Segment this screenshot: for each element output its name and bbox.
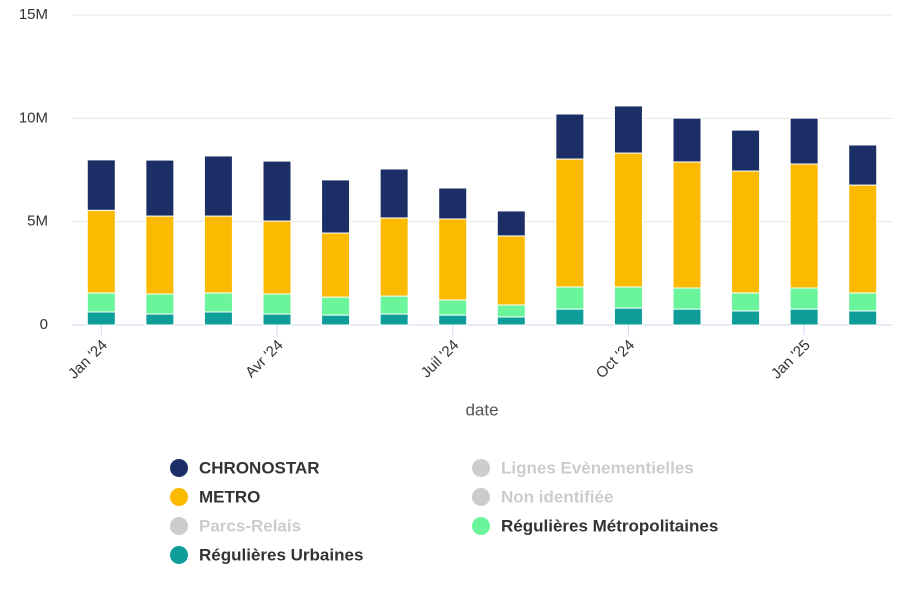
- bar-segment: [145, 313, 175, 326]
- legend-marker: [170, 488, 188, 506]
- x-axis-title: date: [465, 400, 498, 419]
- bar-segment: [321, 314, 351, 326]
- bar-segment: [262, 160, 292, 222]
- legend-label: Non identifiée: [501, 487, 613, 506]
- bar-segment: [613, 307, 643, 326]
- bar-segment: [321, 179, 351, 234]
- bar-segment: [731, 292, 761, 312]
- bar-segment: [555, 113, 585, 160]
- bar-segment: [379, 295, 409, 315]
- bar-segment: [731, 170, 761, 294]
- x-tick-label: Jan '25: [768, 337, 814, 383]
- x-tick-label: Oct '24: [593, 337, 638, 382]
- bar-segment: [86, 292, 116, 313]
- bar-segment: [145, 215, 175, 295]
- bar-segment: [496, 210, 526, 237]
- bar-segment: [848, 310, 878, 326]
- bar-segment: [672, 161, 702, 289]
- bar-segment: [379, 313, 409, 326]
- bar-segment: [848, 144, 878, 186]
- legend-marker: [472, 517, 490, 535]
- x-tick-label: Juil '24: [418, 337, 463, 382]
- bar-segment: [731, 310, 761, 326]
- bar-segment: [555, 286, 585, 310]
- bar-segment: [555, 308, 585, 326]
- y-tick-label: 0: [40, 316, 48, 333]
- bar-segment: [379, 217, 409, 297]
- legend-label: CHRONOSTAR: [199, 458, 320, 477]
- bar-segment: [203, 292, 233, 313]
- bar-segment: [672, 117, 702, 163]
- bar-segment: [438, 314, 468, 326]
- legend-label: Régulières Urbaines: [199, 545, 363, 564]
- bar-segment: [672, 308, 702, 326]
- bar-segment: [496, 316, 526, 326]
- bar-segment: [848, 184, 878, 294]
- legend-label: Lignes Evènementielles: [501, 458, 694, 477]
- bar-segment: [86, 311, 116, 326]
- legend-marker: [170, 517, 188, 535]
- legend-marker: [170, 459, 188, 477]
- bar-segment: [86, 209, 116, 294]
- bar-segment: [789, 163, 819, 289]
- x-tick-label: Jan '24: [65, 337, 111, 383]
- bar-segment: [203, 155, 233, 217]
- bar-segment: [848, 292, 878, 312]
- legend-label: Régulières Métropolitaines: [501, 516, 718, 535]
- bar-segment: [438, 187, 468, 220]
- legend-marker: [472, 459, 490, 477]
- bar-segment: [789, 117, 819, 165]
- bar-segment: [438, 299, 468, 316]
- bar-segment: [262, 293, 292, 315]
- bar-segment: [86, 159, 116, 211]
- bar-segment: [203, 215, 233, 294]
- x-tick-label: Avr '24: [242, 337, 287, 382]
- bar-segment: [203, 311, 233, 326]
- bar-segment: [496, 304, 526, 318]
- bar-segment: [555, 158, 585, 288]
- bar-segment: [613, 152, 643, 288]
- bar-segment: [613, 286, 643, 309]
- bar-segment: [789, 287, 819, 310]
- bar-segment: [145, 293, 175, 315]
- bar-segment: [145, 159, 175, 217]
- bar-segment: [789, 308, 819, 326]
- bar-segment: [438, 218, 468, 301]
- bar-segment: [262, 313, 292, 326]
- bar-segment: [262, 220, 292, 295]
- bar-segment: [496, 235, 526, 306]
- y-tick-label: 5M: [27, 213, 48, 230]
- bar-segment: [613, 105, 643, 154]
- y-tick-label: 10M: [19, 109, 48, 126]
- bar-segment: [321, 296, 351, 316]
- legend-marker: [170, 546, 188, 564]
- bar-segment: [731, 129, 761, 172]
- bar-segment: [379, 168, 409, 219]
- bar-segment: [672, 287, 702, 310]
- bar-segment: [321, 232, 351, 298]
- legend-label: METRO: [199, 487, 260, 506]
- y-tick-label: 15M: [19, 6, 48, 23]
- legend-label: Parcs-Relais: [199, 516, 301, 535]
- legend-marker: [472, 488, 490, 506]
